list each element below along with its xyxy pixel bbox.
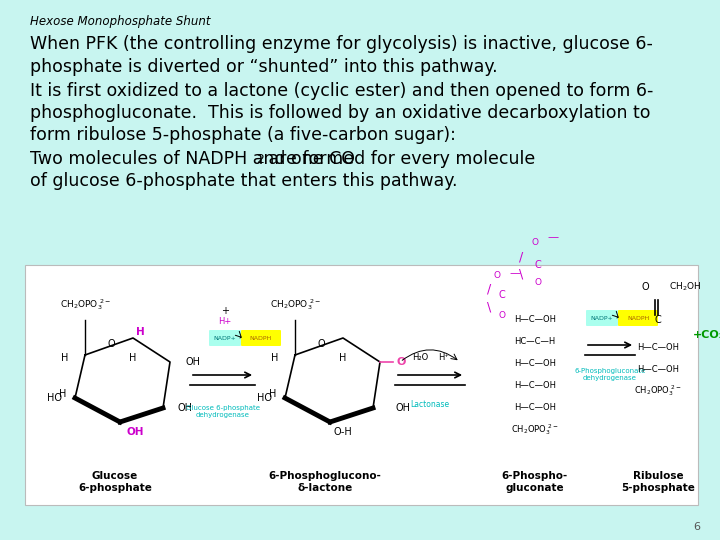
Text: C: C bbox=[535, 260, 541, 270]
Text: 6-Phosphoglucono-
δ-lactone: 6-Phosphoglucono- δ-lactone bbox=[269, 471, 382, 493]
Text: —: — bbox=[510, 268, 521, 278]
Text: NADP+: NADP+ bbox=[590, 315, 613, 321]
Text: NADPH: NADPH bbox=[250, 335, 272, 341]
Text: $\mathregular{CH_2OPO_3^{\ 2-}}$: $\mathregular{CH_2OPO_3^{\ 2-}}$ bbox=[60, 297, 110, 312]
Text: H—C—OH: H—C—OH bbox=[637, 364, 679, 374]
Text: of glucose 6-phosphate that enters this pathway.: of glucose 6-phosphate that enters this … bbox=[30, 172, 457, 190]
Text: H+: H+ bbox=[218, 316, 232, 326]
Text: H—C—OH: H—C—OH bbox=[514, 381, 556, 390]
Text: O: O bbox=[318, 339, 325, 349]
Text: H⁺: H⁺ bbox=[438, 354, 449, 362]
Text: +CO₂: +CO₂ bbox=[693, 330, 720, 340]
Text: +: + bbox=[221, 306, 229, 316]
Text: $\mathregular{CH_2OH}$: $\mathregular{CH_2OH}$ bbox=[669, 281, 701, 293]
Text: are formed for every molecule: are formed for every molecule bbox=[263, 150, 535, 168]
Text: NADP+: NADP+ bbox=[214, 335, 236, 341]
FancyBboxPatch shape bbox=[586, 310, 618, 326]
Text: Lactonase: Lactonase bbox=[410, 400, 449, 409]
Text: —: — bbox=[547, 232, 559, 242]
Text: H: H bbox=[135, 327, 145, 337]
Text: H: H bbox=[59, 389, 67, 399]
FancyBboxPatch shape bbox=[241, 330, 281, 346]
Text: phosphogluconate.  This is followed by an oxidative decarboxylation to: phosphogluconate. This is followed by an… bbox=[30, 104, 650, 122]
Text: H: H bbox=[61, 353, 68, 363]
Text: form ribulose 5-phosphate (a five-carbon sugar):: form ribulose 5-phosphate (a five-carbon… bbox=[30, 126, 456, 144]
Text: OH: OH bbox=[126, 427, 144, 437]
Text: O: O bbox=[531, 238, 539, 247]
Text: OH: OH bbox=[177, 403, 192, 413]
Text: \: \ bbox=[519, 267, 523, 280]
Text: Two molecules of NADPH and one CO: Two molecules of NADPH and one CO bbox=[30, 150, 355, 168]
Text: H—C—OH: H—C—OH bbox=[514, 315, 556, 325]
Text: HO: HO bbox=[257, 393, 272, 403]
Text: Glucose
6-phosphate: Glucose 6-phosphate bbox=[78, 471, 152, 493]
Text: H—C—OH: H—C—OH bbox=[637, 342, 679, 352]
Text: /: / bbox=[487, 282, 491, 295]
Text: C: C bbox=[499, 290, 505, 300]
Text: C: C bbox=[654, 315, 662, 325]
Text: Hexose Monophosphate Shunt: Hexose Monophosphate Shunt bbox=[30, 15, 210, 28]
Text: When PFK (the controlling enzyme for glycolysis) is inactive, glucose 6-: When PFK (the controlling enzyme for gly… bbox=[30, 35, 653, 53]
Text: 6-Phospho-
gluconate: 6-Phospho- gluconate bbox=[502, 471, 568, 493]
Text: 6: 6 bbox=[693, 522, 700, 532]
Text: It is first oxidized to a lactone (cyclic ester) and then opened to form 6-: It is first oxidized to a lactone (cycli… bbox=[30, 82, 653, 100]
FancyBboxPatch shape bbox=[209, 330, 241, 346]
Text: H: H bbox=[130, 353, 137, 363]
Text: O: O bbox=[493, 271, 500, 280]
Text: O: O bbox=[107, 339, 114, 349]
Text: O-H: O-H bbox=[333, 427, 352, 437]
Text: /: / bbox=[519, 250, 523, 263]
Text: OH: OH bbox=[395, 403, 410, 413]
FancyBboxPatch shape bbox=[618, 310, 658, 326]
Text: H₂O: H₂O bbox=[412, 354, 428, 362]
Text: $\mathregular{CH_2OPO_3^{\ 2-}}$: $\mathregular{CH_2OPO_3^{\ 2-}}$ bbox=[634, 383, 682, 399]
Text: H: H bbox=[269, 389, 276, 399]
Text: $\mathregular{CH_2OPO_3^{\ 2-}}$: $\mathregular{CH_2OPO_3^{\ 2-}}$ bbox=[511, 422, 559, 437]
Text: $\mathregular{CH_2OPO_3^{\ 2-}}$: $\mathregular{CH_2OPO_3^{\ 2-}}$ bbox=[269, 297, 320, 312]
FancyBboxPatch shape bbox=[25, 265, 698, 505]
Text: 6-Phosphogluconate
dehydrogenase: 6-Phosphogluconate dehydrogenase bbox=[575, 368, 646, 381]
Text: Ribulose
5-phosphate: Ribulose 5-phosphate bbox=[621, 471, 695, 493]
Text: H—C—OH: H—C—OH bbox=[514, 403, 556, 413]
Text: phosphate is diverted or “shunted” into this pathway.: phosphate is diverted or “shunted” into … bbox=[30, 58, 498, 76]
Text: H: H bbox=[339, 353, 347, 363]
Text: O: O bbox=[498, 311, 505, 320]
Text: 2: 2 bbox=[256, 153, 264, 166]
Text: OH: OH bbox=[185, 357, 200, 367]
Text: NADPH: NADPH bbox=[627, 315, 649, 321]
Text: H: H bbox=[271, 353, 279, 363]
Text: O: O bbox=[396, 357, 405, 367]
Text: O: O bbox=[534, 278, 541, 287]
Text: Glucose 6-phosphate
dehydrogenase: Glucose 6-phosphate dehydrogenase bbox=[186, 405, 259, 418]
Text: O: O bbox=[642, 282, 649, 292]
Text: H—C—OH: H—C—OH bbox=[514, 360, 556, 368]
Text: HC—C—H: HC—C—H bbox=[514, 338, 556, 347]
Text: \: \ bbox=[487, 300, 491, 313]
Text: HO: HO bbox=[47, 393, 62, 403]
